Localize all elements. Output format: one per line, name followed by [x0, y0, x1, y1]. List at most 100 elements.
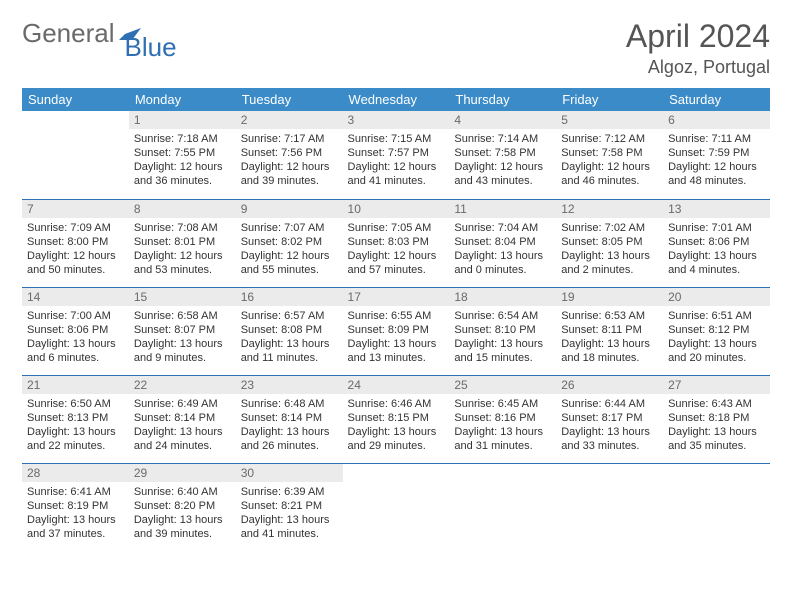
daylight-line: Daylight: 13 hours and 6 minutes.	[27, 337, 124, 365]
day-body: Sunrise: 6:44 AMSunset: 8:17 PMDaylight:…	[556, 394, 663, 455]
sunrise-line: Sunrise: 7:05 AM	[348, 221, 445, 235]
calendar-week-row: 21Sunrise: 6:50 AMSunset: 8:13 PMDayligh…	[22, 375, 770, 463]
daylight-line: Daylight: 13 hours and 18 minutes.	[561, 337, 658, 365]
day-number: 19	[556, 288, 663, 306]
day-body: Sunrise: 6:50 AMSunset: 8:13 PMDaylight:…	[22, 394, 129, 455]
daylight-line: Daylight: 12 hours and 53 minutes.	[134, 249, 231, 277]
day-body: Sunrise: 6:53 AMSunset: 8:11 PMDaylight:…	[556, 306, 663, 367]
day-body: Sunrise: 6:48 AMSunset: 8:14 PMDaylight:…	[236, 394, 343, 455]
calendar-day-cell: 9Sunrise: 7:07 AMSunset: 8:02 PMDaylight…	[236, 199, 343, 287]
day-body: Sunrise: 6:58 AMSunset: 8:07 PMDaylight:…	[129, 306, 236, 367]
day-number: 30	[236, 464, 343, 482]
day-number: 5	[556, 111, 663, 129]
daylight-line: Daylight: 12 hours and 36 minutes.	[134, 160, 231, 188]
calendar-day-cell: 27Sunrise: 6:43 AMSunset: 8:18 PMDayligh…	[663, 375, 770, 463]
calendar-day-cell: 28Sunrise: 6:41 AMSunset: 8:19 PMDayligh…	[22, 463, 129, 551]
sunrise-line: Sunrise: 7:14 AM	[454, 132, 551, 146]
calendar-day-cell: 20Sunrise: 6:51 AMSunset: 8:12 PMDayligh…	[663, 287, 770, 375]
daylight-line: Daylight: 13 hours and 9 minutes.	[134, 337, 231, 365]
sunrise-line: Sunrise: 7:12 AM	[561, 132, 658, 146]
day-body: Sunrise: 6:39 AMSunset: 8:21 PMDaylight:…	[236, 482, 343, 543]
calendar-day-cell: 14Sunrise: 7:00 AMSunset: 8:06 PMDayligh…	[22, 287, 129, 375]
sunset-line: Sunset: 8:17 PM	[561, 411, 658, 425]
daylight-line: Daylight: 13 hours and 35 minutes.	[668, 425, 765, 453]
calendar-week-row: 28Sunrise: 6:41 AMSunset: 8:19 PMDayligh…	[22, 463, 770, 551]
calendar-day-cell: 13Sunrise: 7:01 AMSunset: 8:06 PMDayligh…	[663, 199, 770, 287]
day-number: 4	[449, 111, 556, 129]
day-body: Sunrise: 7:12 AMSunset: 7:58 PMDaylight:…	[556, 129, 663, 190]
calendar-day-cell: 2Sunrise: 7:17 AMSunset: 7:56 PMDaylight…	[236, 111, 343, 199]
day-number: 9	[236, 200, 343, 218]
sunset-line: Sunset: 8:01 PM	[134, 235, 231, 249]
sunrise-line: Sunrise: 6:40 AM	[134, 485, 231, 499]
calendar-table: SundayMondayTuesdayWednesdayThursdayFrid…	[22, 88, 770, 551]
sunset-line: Sunset: 8:14 PM	[241, 411, 338, 425]
day-number: 20	[663, 288, 770, 306]
calendar-day-cell: 24Sunrise: 6:46 AMSunset: 8:15 PMDayligh…	[343, 375, 450, 463]
sunset-line: Sunset: 7:59 PM	[668, 146, 765, 160]
day-number: 11	[449, 200, 556, 218]
day-body: Sunrise: 6:54 AMSunset: 8:10 PMDaylight:…	[449, 306, 556, 367]
calendar-day-cell: 6Sunrise: 7:11 AMSunset: 7:59 PMDaylight…	[663, 111, 770, 199]
sunrise-line: Sunrise: 7:15 AM	[348, 132, 445, 146]
daylight-line: Daylight: 13 hours and 4 minutes.	[668, 249, 765, 277]
day-number: 1	[129, 111, 236, 129]
daylight-line: Daylight: 12 hours and 50 minutes.	[27, 249, 124, 277]
sunrise-line: Sunrise: 6:41 AM	[27, 485, 124, 499]
daylight-line: Daylight: 12 hours and 57 minutes.	[348, 249, 445, 277]
calendar-day-cell: 5Sunrise: 7:12 AMSunset: 7:58 PMDaylight…	[556, 111, 663, 199]
sunrise-line: Sunrise: 6:50 AM	[27, 397, 124, 411]
calendar-day-cell: 12Sunrise: 7:02 AMSunset: 8:05 PMDayligh…	[556, 199, 663, 287]
daylight-line: Daylight: 13 hours and 11 minutes.	[241, 337, 338, 365]
sunrise-line: Sunrise: 7:00 AM	[27, 309, 124, 323]
daylight-line: Daylight: 13 hours and 20 minutes.	[668, 337, 765, 365]
daylight-line: Daylight: 13 hours and 26 minutes.	[241, 425, 338, 453]
day-number: 27	[663, 376, 770, 394]
day-body: Sunrise: 7:08 AMSunset: 8:01 PMDaylight:…	[129, 218, 236, 279]
sunset-line: Sunset: 8:12 PM	[668, 323, 765, 337]
day-number: 12	[556, 200, 663, 218]
logo-text-blue: Blue	[125, 32, 177, 63]
daylight-line: Daylight: 13 hours and 29 minutes.	[348, 425, 445, 453]
day-body: Sunrise: 7:14 AMSunset: 7:58 PMDaylight:…	[449, 129, 556, 190]
sunset-line: Sunset: 8:10 PM	[454, 323, 551, 337]
calendar-day-cell: 30Sunrise: 6:39 AMSunset: 8:21 PMDayligh…	[236, 463, 343, 551]
daylight-line: Daylight: 13 hours and 13 minutes.	[348, 337, 445, 365]
calendar-empty-cell	[449, 463, 556, 551]
day-number: 21	[22, 376, 129, 394]
day-number: 17	[343, 288, 450, 306]
day-number: 7	[22, 200, 129, 218]
day-body: Sunrise: 6:46 AMSunset: 8:15 PMDaylight:…	[343, 394, 450, 455]
day-body: Sunrise: 7:15 AMSunset: 7:57 PMDaylight:…	[343, 129, 450, 190]
calendar-day-cell: 4Sunrise: 7:14 AMSunset: 7:58 PMDaylight…	[449, 111, 556, 199]
sunrise-line: Sunrise: 7:11 AM	[668, 132, 765, 146]
sunrise-line: Sunrise: 6:45 AM	[454, 397, 551, 411]
day-body: Sunrise: 7:05 AMSunset: 8:03 PMDaylight:…	[343, 218, 450, 279]
daylight-line: Daylight: 12 hours and 46 minutes.	[561, 160, 658, 188]
sunrise-line: Sunrise: 6:57 AM	[241, 309, 338, 323]
daylight-line: Daylight: 13 hours and 37 minutes.	[27, 513, 124, 541]
calendar-day-cell: 21Sunrise: 6:50 AMSunset: 8:13 PMDayligh…	[22, 375, 129, 463]
calendar-day-cell: 25Sunrise: 6:45 AMSunset: 8:16 PMDayligh…	[449, 375, 556, 463]
sunrise-line: Sunrise: 7:17 AM	[241, 132, 338, 146]
sunset-line: Sunset: 7:56 PM	[241, 146, 338, 160]
calendar-week-row: 14Sunrise: 7:00 AMSunset: 8:06 PMDayligh…	[22, 287, 770, 375]
sunset-line: Sunset: 8:13 PM	[27, 411, 124, 425]
sunset-line: Sunset: 8:04 PM	[454, 235, 551, 249]
day-body: Sunrise: 7:07 AMSunset: 8:02 PMDaylight:…	[236, 218, 343, 279]
calendar-day-cell: 15Sunrise: 6:58 AMSunset: 8:07 PMDayligh…	[129, 287, 236, 375]
sunset-line: Sunset: 8:16 PM	[454, 411, 551, 425]
daylight-line: Daylight: 13 hours and 24 minutes.	[134, 425, 231, 453]
day-body: Sunrise: 7:17 AMSunset: 7:56 PMDaylight:…	[236, 129, 343, 190]
column-header: Wednesday	[343, 88, 450, 111]
day-body: Sunrise: 7:09 AMSunset: 8:00 PMDaylight:…	[22, 218, 129, 279]
sunrise-line: Sunrise: 6:46 AM	[348, 397, 445, 411]
calendar-day-cell: 29Sunrise: 6:40 AMSunset: 8:20 PMDayligh…	[129, 463, 236, 551]
sunrise-line: Sunrise: 7:02 AM	[561, 221, 658, 235]
day-body: Sunrise: 6:41 AMSunset: 8:19 PMDaylight:…	[22, 482, 129, 543]
day-number: 18	[449, 288, 556, 306]
sunrise-line: Sunrise: 6:48 AM	[241, 397, 338, 411]
sunset-line: Sunset: 8:15 PM	[348, 411, 445, 425]
calendar-day-cell: 26Sunrise: 6:44 AMSunset: 8:17 PMDayligh…	[556, 375, 663, 463]
calendar-day-cell: 10Sunrise: 7:05 AMSunset: 8:03 PMDayligh…	[343, 199, 450, 287]
